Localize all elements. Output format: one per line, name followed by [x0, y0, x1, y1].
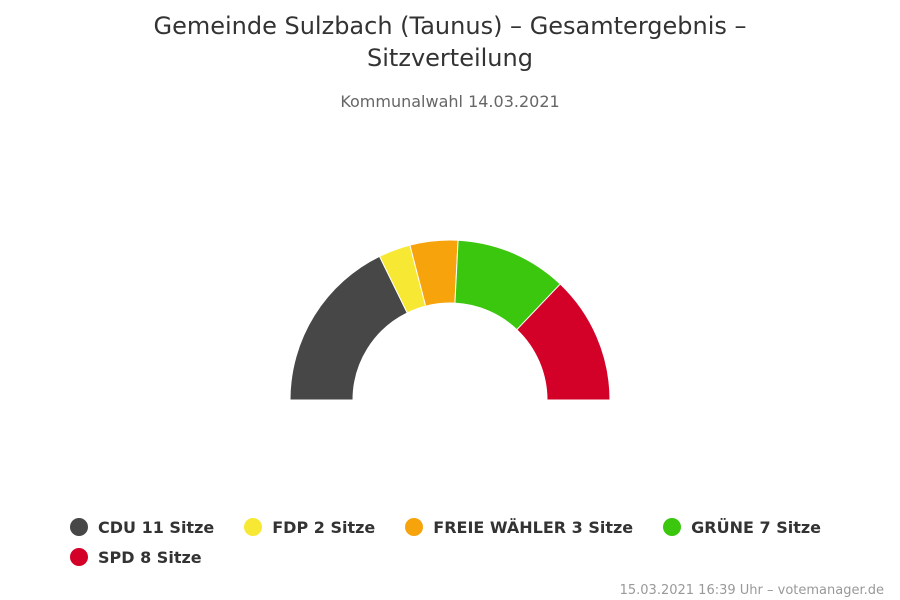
legend-item-spd[interactable]: SPD 8 Sitze — [70, 548, 202, 567]
legend-label-fdp: FDP 2 Sitze — [272, 517, 376, 537]
legend-label-spd: SPD 8 Sitze — [98, 547, 202, 567]
legend-row-1: CDU 11 Sitze FDP 2 Sitze FREIE WÄHLER 3 … — [70, 515, 870, 539]
legend-label-gruene: GRÜNE 7 Sitze — [691, 517, 822, 537]
credits-text[interactable]: 15.03.2021 16:39 Uhr – votemanager.de — [619, 583, 884, 598]
legend-dot-spd — [70, 548, 88, 566]
chart-subtitle: Kommunalwahl 14.03.2021 — [340, 92, 560, 111]
legend-row-2: SPD 8 Sitze — [70, 545, 870, 569]
legend-dot-cdu — [70, 518, 88, 536]
chart-title: Gemeinde Sulzbach (Taunus) – Gesamtergeb… — [153, 12, 747, 72]
legend-dot-gruene — [663, 518, 682, 536]
legend-dot-freie-waehler — [405, 518, 424, 536]
slice-spd[interactable] — [516, 283, 611, 401]
legend-item-freie-waehler[interactable]: FREIE WÄHLER 3 Sitze — [405, 518, 633, 537]
legend-label-cdu: CDU 11 Sitze — [98, 517, 215, 537]
legend-item-cdu[interactable]: CDU 11 Sitze — [70, 518, 214, 537]
legend-item-gruene[interactable]: GRÜNE 7 Sitze — [663, 518, 821, 537]
legend: CDU 11 Sitze FDP 2 Sitze FREIE WÄHLER 3 … — [70, 515, 870, 575]
legend-dot-fdp — [244, 518, 263, 536]
legend-item-fdp[interactable]: FDP 2 Sitze — [244, 518, 375, 537]
legend-label-freie-waehler: FREIE WÄHLER 3 Sitze — [433, 517, 634, 537]
